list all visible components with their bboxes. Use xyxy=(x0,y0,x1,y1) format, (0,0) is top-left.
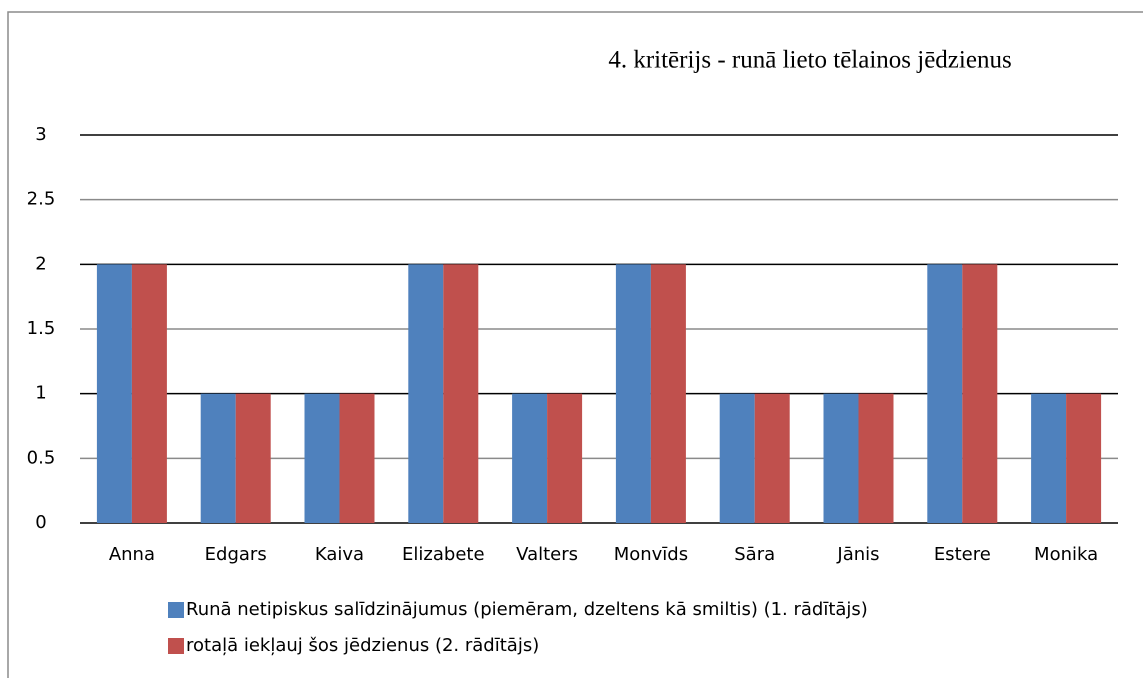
bar xyxy=(235,393,271,523)
x-tick-label: Elizabete xyxy=(402,544,485,565)
bar xyxy=(547,393,583,523)
chart-title: 4. kritērijs - runā lieto tēlainos jēdzi… xyxy=(608,47,1011,74)
bar xyxy=(650,264,686,523)
x-tick-label: Estere xyxy=(934,544,991,565)
bar xyxy=(962,264,998,523)
bar xyxy=(823,393,859,523)
legend-swatch xyxy=(168,638,184,654)
x-tick-label: Valters xyxy=(516,544,578,565)
bar xyxy=(615,264,651,523)
bar xyxy=(927,264,963,523)
y-tick-label: 1 xyxy=(35,383,46,404)
legend-label: Runā netipiskus salīdzinājumus (piemēram… xyxy=(186,599,868,620)
bar xyxy=(443,264,479,523)
y-tick-label: 2.5 xyxy=(27,189,56,210)
chart-border xyxy=(7,11,1143,678)
y-tick-label: 0.5 xyxy=(27,447,56,468)
y-tick-label: 0 xyxy=(35,512,46,533)
legend-label: rotaļā iekļauj šos jēdzienus (2. rādītāj… xyxy=(186,635,539,656)
bar xyxy=(719,393,755,523)
x-tick-label: Jānis xyxy=(836,544,879,565)
bar xyxy=(754,393,790,523)
bar xyxy=(304,393,340,523)
x-tick-label: Kaiva xyxy=(315,544,364,565)
y-tick-label: 1.5 xyxy=(27,318,56,339)
bar xyxy=(200,393,236,523)
x-tick-label: Monika xyxy=(1034,544,1098,565)
bar xyxy=(96,264,132,523)
x-tick-label: Anna xyxy=(109,544,155,565)
bar xyxy=(131,264,167,523)
bar xyxy=(339,393,375,523)
x-tick-label: Monvīds xyxy=(614,544,688,565)
bar xyxy=(858,393,894,523)
x-tick-label: Sāra xyxy=(734,544,775,565)
bar xyxy=(1066,393,1102,523)
bar xyxy=(512,393,548,523)
y-tick-label: 3 xyxy=(35,124,46,145)
x-tick-label: Edgars xyxy=(205,544,267,565)
y-tick-label: 2 xyxy=(35,253,46,274)
bar xyxy=(1031,393,1067,523)
legend-swatch xyxy=(168,602,184,618)
bar xyxy=(408,264,444,523)
